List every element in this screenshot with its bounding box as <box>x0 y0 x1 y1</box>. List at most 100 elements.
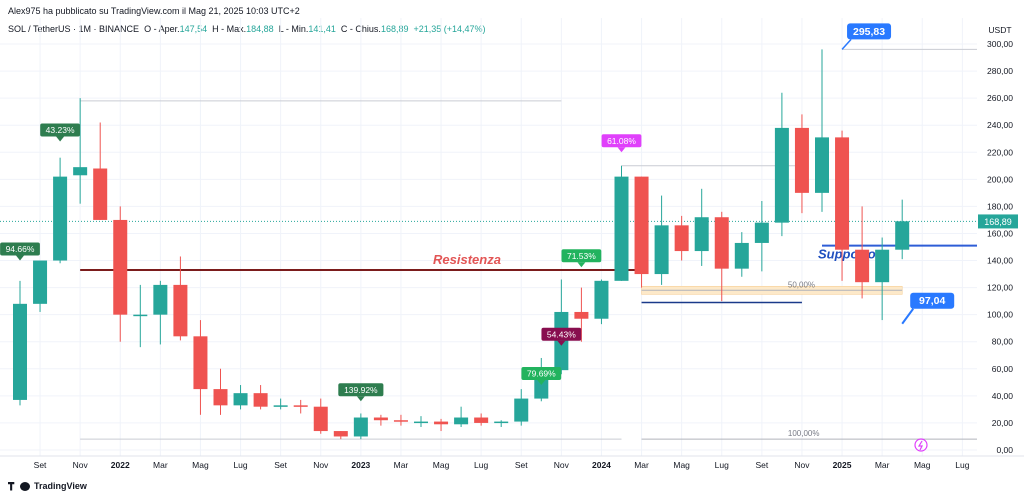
candle-body <box>694 217 709 252</box>
candle-body <box>233 393 248 406</box>
event-badge-icon <box>914 438 928 452</box>
y-tick-label: 20,00 <box>992 418 1014 428</box>
resistance-label: Resistenza <box>433 252 501 267</box>
percent-label-pointer <box>537 380 546 386</box>
y-tick-label: 80,00 <box>992 337 1014 347</box>
open-value: 147,54 <box>179 24 208 34</box>
percent-label-box <box>521 367 562 381</box>
last-price-tag <box>978 214 1018 229</box>
currency-label: USDT <box>988 25 1011 35</box>
candle-body <box>293 405 308 407</box>
callout-box <box>910 292 955 309</box>
y-tick-label: 160,00 <box>987 228 1013 238</box>
callout-text: 97,04 <box>919 295 945 307</box>
candle-body <box>73 167 88 176</box>
tradingview-logo-icon <box>8 481 15 491</box>
chart-labels: 94.66% 43.23% 139.92% 79.69% 54.43% 71.53% 61.… <box>0 23 955 402</box>
percent-label-box <box>40 123 80 137</box>
low-label: L - Min. <box>278 24 309 34</box>
callout-box <box>847 23 892 40</box>
candle-body <box>454 417 469 425</box>
candle-body <box>815 137 829 193</box>
y-tick-label: 260,00 <box>987 93 1013 103</box>
x-tick-label: Nov <box>73 460 89 470</box>
candle-body <box>213 389 228 406</box>
candle-body <box>614 176 629 281</box>
x-tick-label: Mar <box>394 460 409 470</box>
percent-label-box <box>561 249 602 263</box>
tradingview-brand[interactable]: TradingView <box>8 481 87 491</box>
percent-label-text: 61.08% <box>607 136 636 146</box>
overlays: 50,00%100,00%Resistenza Supporto <box>0 48 977 440</box>
last-price-text: 168,89 <box>984 217 1012 227</box>
x-tick-label: 2022 <box>111 460 130 470</box>
candle-body <box>353 417 368 437</box>
x-tick-label: 2023 <box>351 460 370 470</box>
x-tick-label: Mar <box>153 460 168 470</box>
candle-body <box>494 421 509 424</box>
y-tick-label: 300,00 <box>987 39 1013 49</box>
x-tick-label: Nov <box>794 460 810 470</box>
x-tick-label: Set <box>515 460 528 470</box>
symbol-name: SOL / TetherUS · 1M · BINANCE <box>8 24 140 34</box>
candle-body <box>373 417 388 421</box>
change-value: +21,35 (+14,47%) <box>413 24 486 34</box>
x-tick-label: Mag <box>192 460 209 470</box>
candle-body <box>173 284 188 337</box>
candle-body <box>133 314 148 317</box>
percent-label-text: 71.53% <box>567 251 596 261</box>
candle-body <box>253 393 268 407</box>
candles <box>13 49 910 440</box>
y-tick-label: 280,00 <box>987 66 1013 76</box>
y-tick-label: 0,00 <box>996 445 1013 455</box>
brand-label: TradingView <box>34 481 87 491</box>
candle-body <box>153 284 168 315</box>
callout-text: 295,83 <box>853 26 885 38</box>
y-tick-label: 140,00 <box>987 256 1013 266</box>
high-label: H - Max. <box>212 24 247 34</box>
candle-body <box>434 421 449 425</box>
percent-label-pointer <box>617 147 626 153</box>
fib-level-label: 50,00% <box>788 280 815 289</box>
candle-body <box>333 431 348 437</box>
x-tick-label: Mag <box>433 460 450 470</box>
candle-body <box>514 398 529 422</box>
candle-body <box>474 417 489 423</box>
candle-body <box>895 221 910 250</box>
symbol-ohlc-line: SOL / TetherUS · 1M · BINANCE O - Aper.1… <box>8 24 486 34</box>
grid <box>0 18 977 456</box>
x-tick-label: Mar <box>875 460 890 470</box>
candle-body <box>835 137 850 250</box>
axes: USDT 0,00 20,00 40,00 60,00 80,00 100,00 120,00… <box>0 25 1024 470</box>
candle-body <box>414 421 428 424</box>
percent-label-pointer <box>356 396 365 402</box>
percent-label-box <box>0 242 40 256</box>
percent-label-text: 54.43% <box>547 329 576 339</box>
x-tick-label: Mag <box>673 460 690 470</box>
candle-body <box>634 176 649 275</box>
low-value: 141,41 <box>308 24 336 34</box>
candle-body <box>393 420 408 422</box>
publisher-line: Alex975 ha pubblicato su TradingView.com… <box>8 6 300 16</box>
candle-body <box>313 406 328 432</box>
percent-label-box <box>338 383 384 397</box>
candle-body <box>714 217 729 269</box>
callout-pointer <box>841 38 852 50</box>
open-label: O - Aper. <box>144 24 180 34</box>
y-tick-label: 220,00 <box>987 147 1013 157</box>
candle-body <box>193 336 208 390</box>
x-tick-label: 2025 <box>833 460 852 470</box>
percent-label-text: 43.23% <box>46 125 75 135</box>
candle-body <box>594 280 609 319</box>
x-tick-label: Mag <box>914 460 931 470</box>
candle-body <box>113 219 128 315</box>
event-lightning-icon <box>917 440 923 451</box>
candle-body <box>754 222 769 243</box>
y-tick-label: 60,00 <box>992 364 1014 374</box>
candle-body <box>654 225 669 275</box>
percent-label-text: 94.66% <box>6 244 35 254</box>
candle-body <box>875 249 890 283</box>
x-tick-label: Nov <box>313 460 329 470</box>
candle-body <box>574 311 589 319</box>
